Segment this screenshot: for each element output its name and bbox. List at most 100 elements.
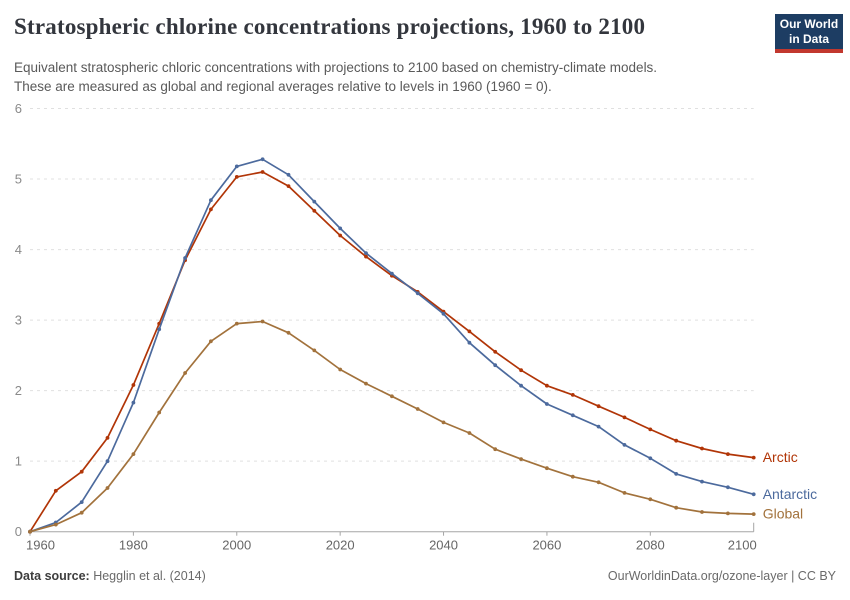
x-axis-label-1980: 1980 [119, 538, 148, 553]
data-point-global-2060 [545, 466, 549, 471]
data-point-arctic-2025 [364, 254, 368, 259]
data-point-antarctic-1995 [209, 198, 213, 203]
data-source: Data source: Hegglin et al. (2014) [14, 569, 206, 583]
owid-logo-line1: Our World [779, 17, 839, 31]
data-point-global-2070 [596, 480, 601, 485]
data-point-antarctic-2035 [415, 291, 420, 296]
data-point-arctic-2080 [648, 427, 653, 432]
data-point-arctic-2090 [700, 446, 704, 451]
data-point-global-1960 [28, 529, 32, 534]
data-point-antarctic-2055 [519, 383, 523, 388]
x-axis-label-2020: 2020 [326, 538, 355, 553]
chart-subtitle: Equivalent stratospheric chloric concent… [14, 58, 774, 96]
data-point-arctic-2095 [726, 452, 730, 456]
data-point-global-2000 [234, 321, 239, 326]
data-point-antarctic-2080 [648, 456, 653, 461]
data-point-global-2080 [648, 497, 653, 502]
data-source-value: Hegglin et al. (2014) [89, 569, 206, 583]
series-label-arctic[interactable]: Arctic [763, 449, 798, 465]
data-point-global-1985 [157, 410, 162, 415]
series-line-arctic [29, 171, 755, 533]
data-point-global-1980 [131, 452, 136, 456]
y-axis-label-3: 3 [15, 313, 22, 328]
data-point-global-2010 [286, 330, 291, 335]
data-point-global-2020 [338, 367, 343, 372]
data-point-global-2005 [260, 319, 265, 324]
y-axis-label-1: 1 [15, 454, 22, 469]
data-point-arctic-2020 [338, 233, 343, 238]
data-point-global-2075 [622, 491, 627, 495]
data-point-antarctic-2005 [260, 157, 265, 162]
data-point-arctic-2070 [596, 404, 601, 409]
data-point-arctic-2100 [751, 455, 756, 460]
data-point-global-2065 [570, 474, 575, 479]
data-point-global-2050 [493, 447, 498, 452]
y-axis-label-5: 5 [15, 172, 22, 187]
x-axis-label-2040: 2040 [429, 538, 458, 553]
data-point-antarctic-2040 [441, 311, 446, 316]
data-point-arctic-2005 [260, 170, 265, 174]
data-point-arctic-2000 [234, 175, 239, 179]
data-point-antarctic-1975 [105, 459, 110, 464]
data-point-antarctic-2065 [570, 413, 575, 418]
data-point-arctic-2060 [545, 383, 549, 388]
x-axis-label-2000: 2000 [222, 538, 251, 553]
data-point-antarctic-2090 [700, 479, 704, 484]
data-point-arctic-2050 [493, 349, 498, 354]
data-point-arctic-2075 [622, 415, 627, 420]
data-point-global-2055 [519, 457, 523, 461]
data-point-antarctic-2085 [674, 472, 679, 476]
data-point-antarctic-2030 [390, 271, 394, 276]
data-point-antarctic-1985 [157, 327, 162, 332]
data-point-global-1995 [209, 339, 213, 344]
data-point-arctic-2010 [286, 184, 291, 189]
data-point-arctic-1995 [209, 207, 213, 212]
data-point-antarctic-2020 [338, 226, 343, 231]
data-point-global-2090 [700, 510, 704, 514]
owid-logo-text: Our World in Data [775, 14, 843, 49]
data-point-global-2045 [467, 431, 472, 435]
data-point-global-2025 [364, 381, 368, 386]
data-point-global-1970 [79, 510, 84, 515]
data-point-global-2035 [415, 407, 420, 411]
credit-link[interactable]: OurWorldinData.org/ozone-layer | CC BY [607, 569, 836, 583]
data-point-arctic-1975 [105, 436, 110, 440]
data-point-arctic-2015 [312, 208, 317, 213]
y-axis-label-4: 4 [15, 242, 22, 257]
data-point-antarctic-2045 [467, 340, 472, 345]
x-axis-label-1960: 1960 [26, 538, 55, 553]
data-point-global-2085 [674, 505, 679, 510]
data-point-arctic-1965 [53, 488, 58, 493]
data-point-antarctic-2010 [286, 172, 291, 177]
data-point-global-1990 [183, 371, 188, 375]
data-point-global-1965 [53, 522, 58, 527]
owid-logo-line2: in Data [788, 32, 829, 46]
series-label-global[interactable]: Global [763, 506, 803, 522]
data-point-arctic-2065 [570, 393, 575, 397]
x-axis-label-2060: 2060 [532, 538, 561, 553]
series-label-antarctic[interactable]: Antarctic [763, 486, 817, 502]
data-point-global-2095 [726, 511, 730, 516]
data-point-antarctic-2095 [726, 485, 730, 490]
data-point-antarctic-2015 [312, 199, 317, 204]
data-point-antarctic-1980 [131, 400, 136, 405]
data-point-antarctic-2070 [596, 424, 601, 429]
data-point-arctic-1970 [79, 469, 84, 474]
chart-footer: Data source: Hegglin et al. (2014) OurWo… [14, 569, 836, 583]
data-point-arctic-1980 [131, 383, 136, 387]
data-point-antarctic-2025 [364, 251, 368, 256]
data-point-antarctic-1990 [183, 256, 188, 260]
data-point-global-1975 [105, 486, 110, 490]
data-point-antarctic-2100 [751, 492, 756, 497]
data-point-arctic-2055 [519, 368, 523, 373]
owid-logo[interactable]: Our World in Data [775, 14, 843, 53]
data-point-antarctic-1970 [79, 500, 84, 504]
data-point-global-2040 [441, 420, 446, 425]
data-point-global-2015 [312, 348, 317, 353]
data-point-antarctic-2060 [545, 402, 549, 406]
data-source-label: Data source: [14, 569, 90, 583]
x-axis-label-2100: 2100 [728, 538, 757, 553]
data-point-arctic-2085 [674, 438, 679, 443]
y-axis-label-0: 0 [15, 524, 22, 539]
